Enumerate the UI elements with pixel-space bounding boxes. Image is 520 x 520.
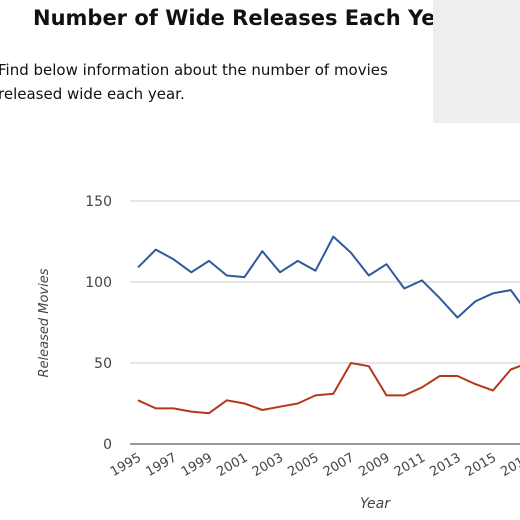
x-tick-label: 2015 <box>463 450 499 480</box>
x-tick-label: 2009 <box>356 450 392 480</box>
x-tick-label: 1997 <box>143 450 179 480</box>
y-tick-label: 50 <box>94 356 112 372</box>
side-panel <box>433 0 520 123</box>
y-tick-label: 100 <box>85 275 112 291</box>
x-tick-label: 2013 <box>427 450 463 480</box>
series-line-2 <box>137 362 520 415</box>
x-tick-label: 2011 <box>392 450 428 480</box>
page-title: Number of Wide Releases Each Year <box>33 6 461 30</box>
y-axis-title: Released Movies <box>37 268 52 377</box>
x-tick-label: 1999 <box>179 450 215 480</box>
series-line-1 <box>137 235 520 319</box>
intro-paragraph: Find below information about the number … <box>0 61 388 103</box>
x-tick-label: 2001 <box>214 450 250 480</box>
x-tick-label: 1995 <box>108 450 144 480</box>
y-tick-label: 150 <box>85 194 112 210</box>
x-axis-title: Year <box>360 496 391 512</box>
x-tick-label: 2007 <box>321 450 357 480</box>
x-tick-label: 2003 <box>250 450 286 480</box>
x-tick-label: 2005 <box>285 450 321 480</box>
x-tick-label: 2017 <box>498 450 520 480</box>
y-tick-label: 0 <box>103 437 112 453</box>
